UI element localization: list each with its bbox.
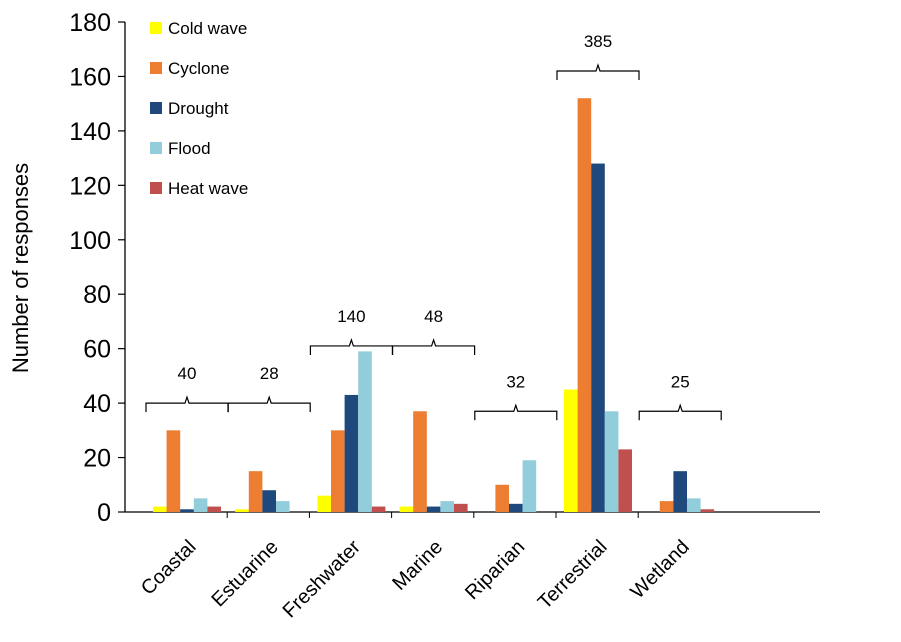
total-bracket	[556, 63, 640, 80]
legend-swatch	[150, 142, 162, 154]
bar-cold-wave	[235, 509, 249, 512]
total-label: 40	[178, 364, 197, 383]
total-bracket	[474, 403, 558, 421]
total-bracket	[309, 338, 393, 355]
x-tick-label: Terrestrial	[534, 536, 612, 614]
bar-cyclone	[413, 411, 427, 512]
bar-cyclone	[248, 471, 263, 512]
x-tick-label: Freshwater	[279, 536, 366, 623]
bar-cyclone	[166, 430, 181, 512]
y-tick-label: 160	[69, 63, 111, 91]
total-bracket	[227, 395, 311, 413]
legend-swatch	[150, 182, 162, 194]
legend-label: Heat wave	[168, 179, 248, 198]
bar-flood	[358, 351, 372, 512]
bar-drought	[262, 490, 276, 512]
x-tick-label: Marine	[388, 536, 447, 595]
legend-swatch	[150, 62, 162, 74]
bar-drought	[344, 394, 359, 512]
bar-heat-wave	[454, 503, 468, 512]
bar-flood	[604, 411, 619, 512]
bar-cold-wave	[317, 495, 331, 512]
total-label: 140	[337, 307, 365, 326]
x-tick-label: Wetland	[627, 536, 694, 603]
y-tick-label: 60	[83, 336, 111, 364]
legend-swatch	[150, 22, 162, 34]
x-tick-label: Riparian	[461, 536, 529, 604]
total-bracket	[638, 403, 722, 421]
total-brackets: 40 28 140 48 32 385 25	[145, 32, 722, 421]
x-tick-label: Estuarine	[207, 536, 282, 611]
bar-flood	[276, 501, 290, 512]
total-bracket	[392, 338, 476, 355]
y-tick-label: 80	[83, 281, 111, 309]
bar-cold-wave	[564, 389, 578, 512]
bar-drought	[509, 503, 523, 512]
total-label: 28	[260, 364, 279, 383]
bar-cold-wave	[399, 506, 414, 512]
bars-group	[153, 98, 715, 513]
legend-swatch	[150, 102, 162, 114]
legend-label: Cold wave	[168, 19, 247, 38]
y-tick-label: 100	[69, 227, 111, 255]
bar-drought	[426, 506, 441, 512]
bar-drought	[180, 509, 194, 512]
y-tick-label: 0	[97, 499, 111, 527]
y-tick-label: 120	[69, 172, 111, 200]
legend-label: Cyclone	[168, 59, 229, 78]
legend-label: Flood	[168, 139, 211, 158]
bar-flood	[193, 498, 208, 512]
bar-drought	[673, 471, 687, 512]
bar-heat-wave	[618, 449, 632, 512]
bar-flood	[522, 460, 537, 512]
y-tick-label: 20	[83, 445, 111, 473]
y-tick-label: 40	[83, 390, 111, 418]
bar-flood	[687, 498, 701, 512]
bar-flood	[440, 501, 454, 512]
x-tick-label: Coastal	[137, 536, 201, 600]
bar-heat-wave	[207, 506, 221, 512]
bar-cyclone	[659, 501, 674, 512]
y-axis-label: Number of responses	[8, 163, 33, 373]
bar-cyclone	[495, 484, 509, 512]
total-label: 48	[424, 307, 443, 326]
bar-cyclone	[577, 98, 592, 512]
bar-drought	[591, 163, 605, 513]
bar-cold-wave	[153, 506, 167, 512]
bar-heat-wave	[371, 506, 386, 512]
total-bracket	[145, 395, 229, 413]
bar-heat-wave	[700, 509, 715, 512]
y-tick-label: 180	[69, 9, 111, 37]
legend-label: Drought	[168, 99, 229, 118]
bar-cyclone	[331, 430, 345, 512]
total-label: 385	[584, 32, 612, 51]
legend: Cold wave Cyclone Drought Flood Heat wave	[150, 19, 248, 198]
total-label: 25	[671, 372, 690, 391]
y-tick-label: 140	[69, 118, 111, 146]
total-label: 32	[506, 372, 525, 391]
